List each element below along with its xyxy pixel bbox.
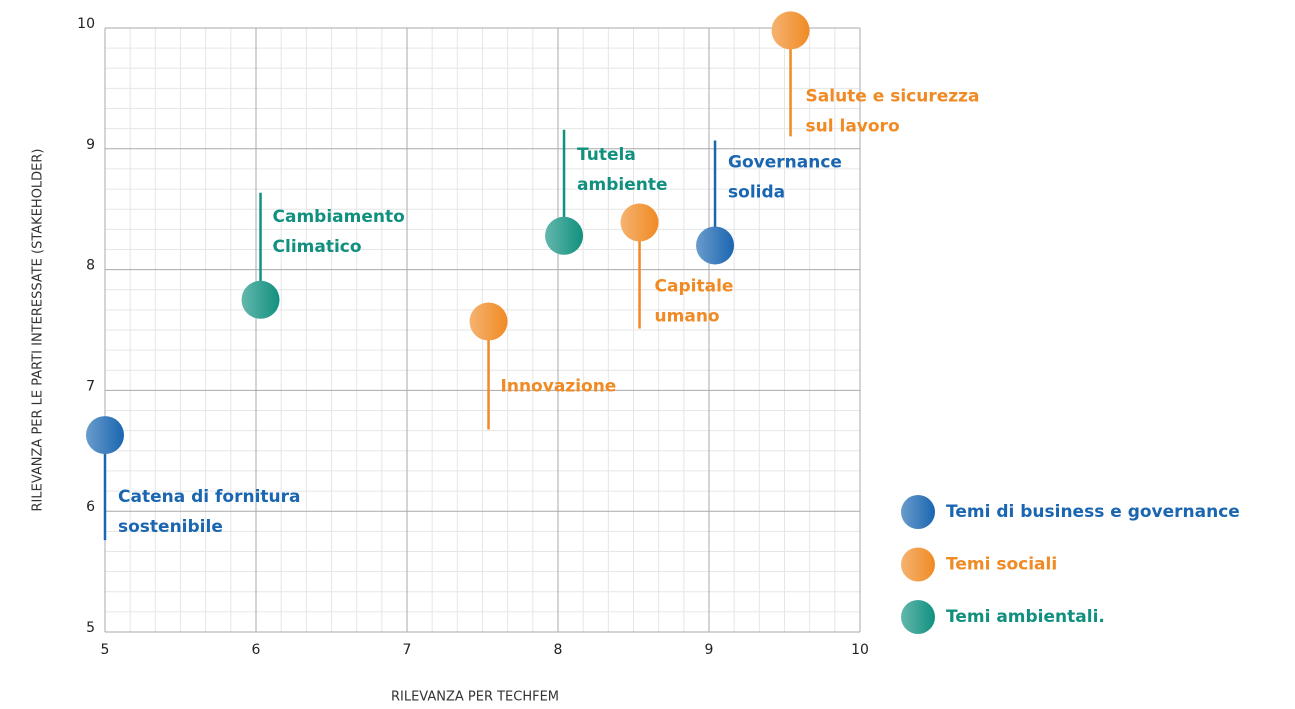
point-label: Capitale [655,276,734,296]
legend-label: Temi di business e governance [946,502,1240,522]
legend-label: Temi ambientali. [946,607,1105,627]
point-label: umano [655,306,720,326]
x-tick-label: 6 [252,642,261,658]
point [620,203,659,242]
point-label: Cambiamento [273,207,405,227]
point [696,226,735,265]
y-axis-label: RILEVANZA PER LE PARTI INTERESSATE (STAK… [31,149,46,512]
point [86,416,124,455]
x-tick-label: 7 [403,642,412,658]
y-tick-label: 7 [86,378,95,394]
y-tick-label: 9 [86,137,95,153]
x-tick-label: 9 [705,642,714,658]
y-tick-label: 5 [86,620,95,636]
legend-label: Temi sociali [946,555,1057,575]
x-tick-label: 8 [554,642,563,658]
point [469,302,508,341]
point-label: sul lavoro [806,116,900,136]
x-tick-label: 10 [851,642,869,658]
point [241,280,280,319]
x-axis-label: RILEVANZA PER TECHFEM [391,690,559,705]
legend-marker [901,547,935,582]
point-label: Catena di fornitura [118,487,300,507]
point-label: Tutela [577,145,636,165]
legend-marker [901,495,935,529]
point-label: Governance [728,152,842,172]
y-tick-label: 8 [86,258,95,274]
point-label: Climatico [273,237,362,257]
x-tick-label: 5 [101,642,110,658]
y-tick-label: 6 [86,499,95,515]
legend-marker [901,600,935,634]
point-label: Salute e sicurezza [806,86,980,106]
y-tick-label: 10 [77,16,95,32]
point-label: sostenibile [118,517,223,537]
point-label: ambiente [577,175,667,195]
point-label: Innovazione [501,377,617,397]
point-label: solida [728,182,785,202]
point [771,11,810,50]
point [545,216,584,255]
